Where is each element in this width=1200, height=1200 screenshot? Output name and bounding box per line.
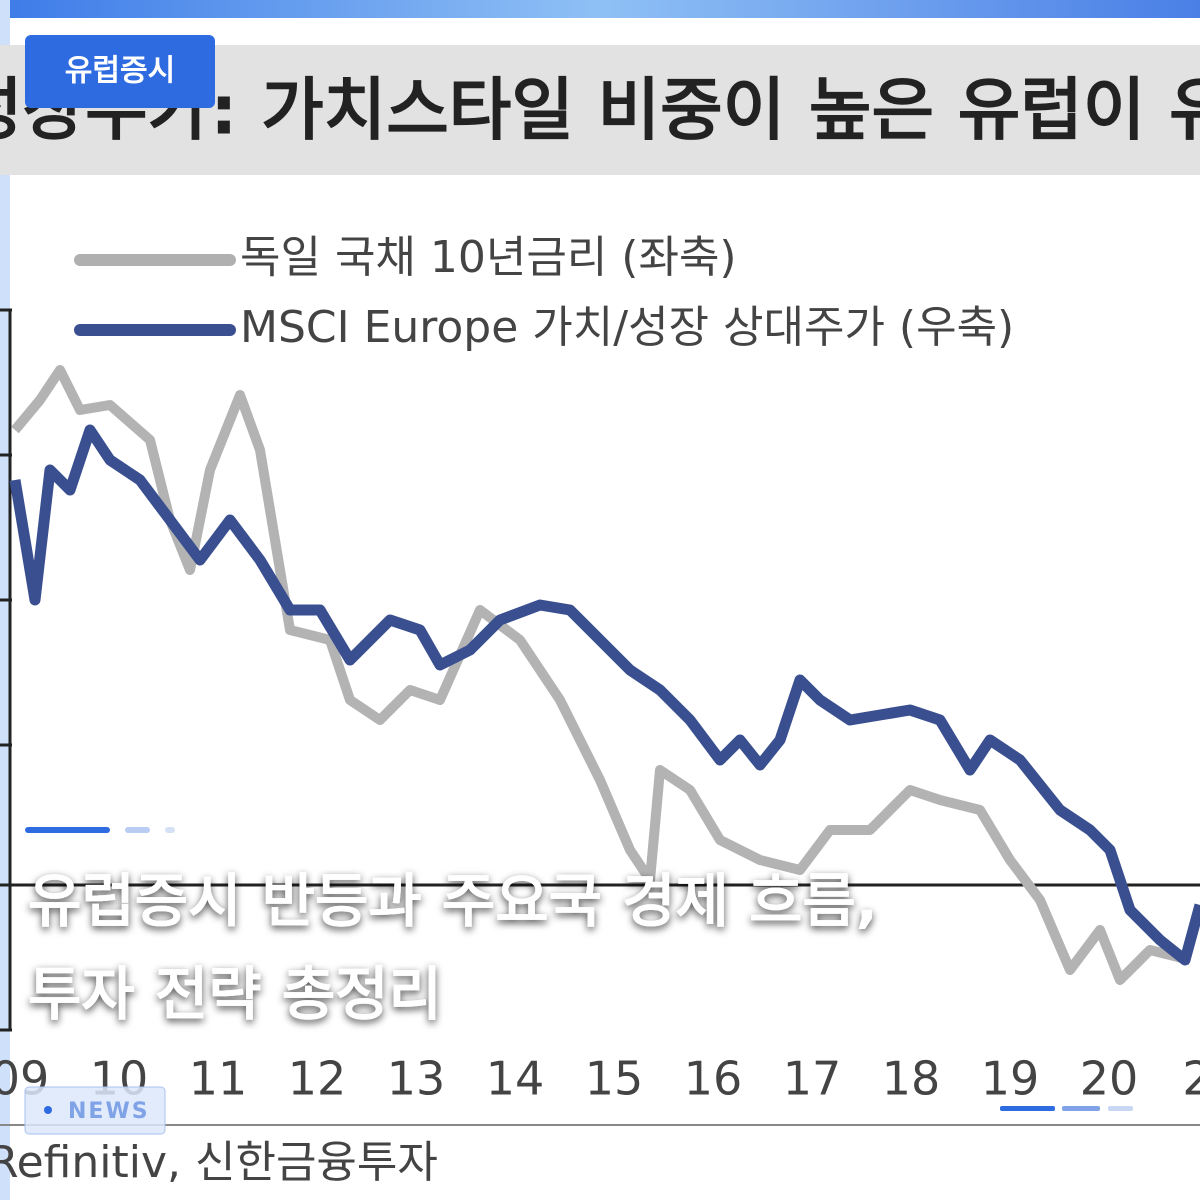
- left-axis: [0, 308, 12, 1032]
- dash: [1000, 1106, 1055, 1111]
- tag: [24, 1086, 166, 1135]
- tag-text: NEWS: [68, 1099, 150, 1124]
- tag-dot: [44, 1106, 52, 1114]
- progress: [25, 827, 110, 833]
- progress: [125, 827, 150, 833]
- gray-line: [11, 365, 1192, 985]
- x-labels: 09 10 11 12 13 14 15 16 17 18 19 20 2: [0, 1052, 1200, 1106]
- source: Refinitiv, 신한금융투자: [0, 1137, 438, 1188]
- blue-line: [9, 424, 1200, 966]
- dash: [1108, 1106, 1133, 1111]
- badge: [25, 35, 215, 108]
- headline: 유럽증시 반등과 주요국 경제 흐름,: [28, 867, 878, 935]
- legend-label: MSCI Europe 가치/성장 상대주가 (우축): [240, 302, 1014, 353]
- x-label: 14: [486, 1052, 545, 1106]
- badge-text: 유럽증시: [65, 54, 175, 89]
- x-label: 19: [981, 1052, 1040, 1106]
- x-label: 13: [387, 1052, 446, 1106]
- x-label: 2: [1182, 1052, 1200, 1106]
- x-label: 16: [684, 1052, 743, 1106]
- legend-label: 독일 국채 10년금리 (좌축): [240, 232, 737, 283]
- x-label: 12: [288, 1052, 347, 1106]
- dash: [1062, 1106, 1100, 1111]
- x-label: 11: [189, 1052, 248, 1106]
- progress: [165, 827, 175, 833]
- top-strip: [0, 0, 1200, 18]
- x-label: 17: [783, 1052, 842, 1106]
- x-label: 20: [1080, 1052, 1139, 1106]
- x-label: 15: [585, 1052, 644, 1106]
- x-label: 18: [882, 1052, 941, 1106]
- headline: 투자 전략 총정리: [28, 960, 442, 1028]
